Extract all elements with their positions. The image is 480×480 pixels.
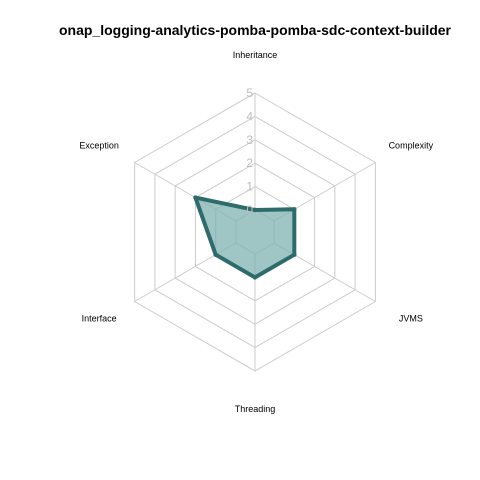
axis-label-inheritance: Inheritance <box>233 50 278 60</box>
axis-label-exception: Exception <box>79 141 119 151</box>
data-point-complexity <box>292 207 297 212</box>
tick-label-5: 5 <box>246 86 253 100</box>
series-area-0 <box>193 195 297 280</box>
axis-label-interface: Interface <box>82 314 117 324</box>
data-point-jvms <box>292 252 297 257</box>
axis-label-complexity: Complexity <box>389 141 434 151</box>
tick-label-1: 1 <box>246 180 253 194</box>
axis-label-jvms: JVMS <box>399 314 423 324</box>
radar-series <box>193 195 297 280</box>
axis-label-threading: Threading <box>235 404 276 414</box>
tick-label-3: 3 <box>246 133 253 147</box>
tick-label-4: 4 <box>246 109 253 123</box>
data-point-interface <box>213 252 218 257</box>
data-point-inheritance <box>252 207 258 213</box>
axis-labels: Inheritance Complexity JVMS Threading Interf… <box>79 50 433 414</box>
data-point-threading <box>252 275 258 280</box>
tick-label-2: 2 <box>246 156 253 170</box>
tick-label-0: 0 <box>246 203 253 217</box>
chart-title: onap_logging-analytics-pomba-pomba-sdc-c… <box>59 22 452 38</box>
radial-tick-labels: 0 1 2 3 4 5 <box>246 86 253 217</box>
data-point-exception <box>193 195 198 200</box>
